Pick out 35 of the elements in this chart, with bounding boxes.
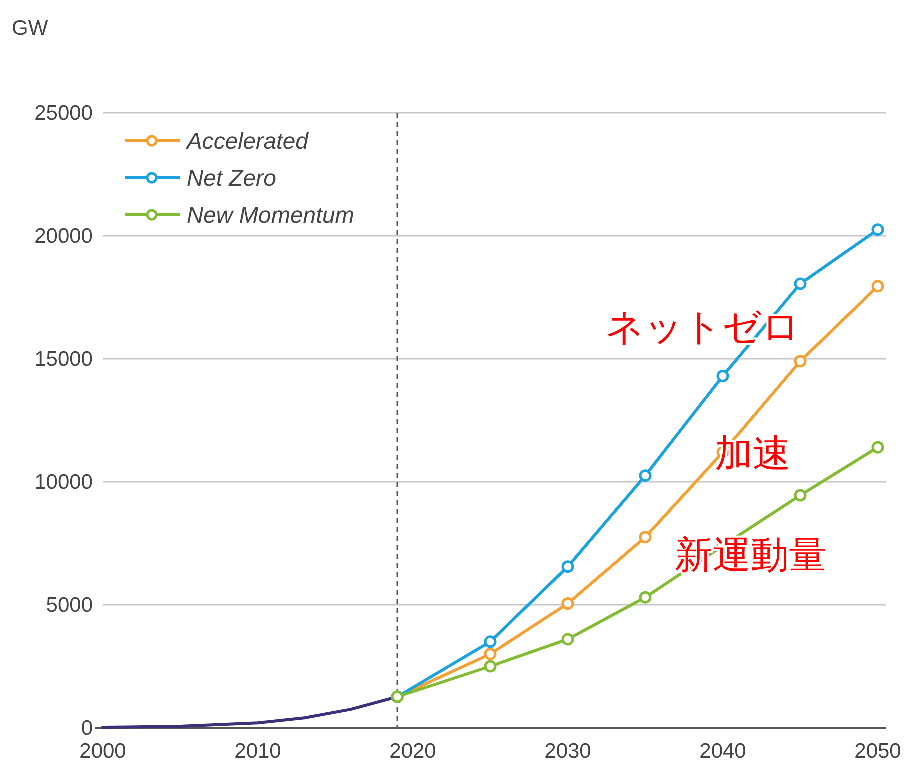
point (716, 370, 730, 382)
x-tick-label: 2030 (544, 740, 592, 763)
annotation: 加速 (715, 433, 791, 476)
x-tick-label: 2010 (234, 740, 282, 763)
point (872, 441, 884, 454)
point (872, 280, 884, 293)
legend-label: Accelerated (185, 128, 310, 154)
point (872, 224, 884, 236)
point (794, 355, 807, 368)
y-tick-label: 10000 (34, 471, 93, 494)
point (794, 489, 807, 502)
y-tick-label: 25000 (34, 102, 93, 125)
y-tick-label: 20000 (34, 225, 93, 248)
point (639, 470, 652, 482)
x-tick-label: 2040 (700, 740, 746, 763)
point (484, 636, 497, 648)
x-tick-label: 2050 (854, 740, 902, 763)
point (562, 633, 574, 646)
y-axis-title: GW (12, 17, 48, 40)
y-tick-label: 5000 (46, 594, 93, 617)
annotation: ネットゼロ (606, 307, 800, 350)
y-tick-label: 0 (81, 717, 93, 740)
y-tick-label: 15000 (34, 348, 93, 371)
x-tick-label: 2000 (80, 740, 126, 763)
point (562, 598, 574, 610)
point (794, 278, 807, 290)
legend-label: New Momentum (187, 202, 354, 228)
point (562, 560, 574, 574)
point (484, 648, 497, 660)
x-tick-label: 2020 (390, 740, 436, 763)
point (639, 531, 652, 544)
point (639, 591, 652, 604)
legend-label: Net Zero (187, 165, 277, 191)
point (484, 660, 497, 673)
annotation: 新運動量 (675, 534, 827, 577)
